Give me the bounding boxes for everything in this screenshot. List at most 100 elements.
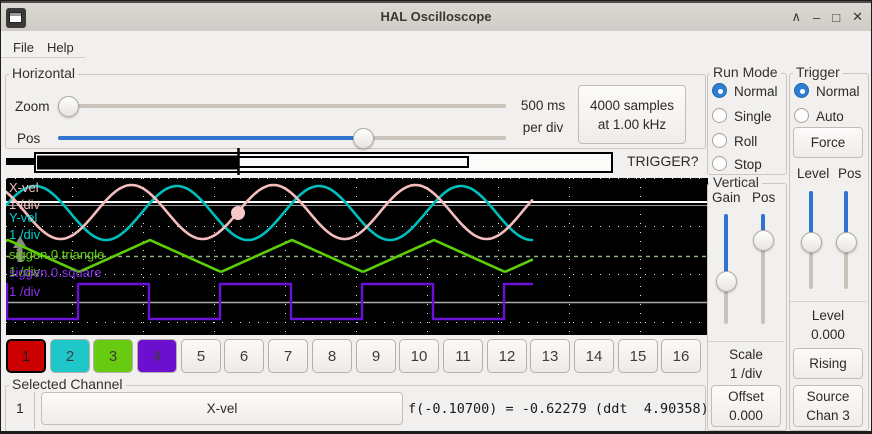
vertical-group-label: Vertical <box>710 175 762 190</box>
trigger-level-fill <box>809 191 813 243</box>
channel-button-14[interactable]: 14 <box>574 339 614 373</box>
app-icon[interactable] <box>6 8 26 28</box>
channel-button-9[interactable]: 9 <box>356 339 396 373</box>
trigger-level-handle[interactable] <box>801 232 822 253</box>
horizontal-group <box>5 74 706 149</box>
trigger-status-label: TRIGGER? <box>627 153 699 169</box>
offset-line1: Offset <box>728 389 764 404</box>
vertical-pos-fill <box>761 214 765 241</box>
record-position-bar <box>6 148 613 175</box>
scope-channel1-scale: 1 /div <box>9 197 41 212</box>
run-mode-group-label: Run Mode <box>710 65 781 80</box>
titlebar: HAL Oscilloscope ∧ – □ ✕ <box>1 1 871 31</box>
scope-channel4-name: siggen.0.square <box>9 265 102 280</box>
zoom-slider-label: Zoom <box>15 99 50 114</box>
trigger-source-line1: Source <box>806 389 850 404</box>
channel-button-10[interactable]: 10 <box>399 339 439 373</box>
vertical-pos-handle[interactable] <box>753 230 774 251</box>
channel-source-button[interactable]: X-vel <box>41 392 403 425</box>
channel-button-3[interactable]: 3 <box>93 339 133 373</box>
gain-slider-fill <box>724 214 728 282</box>
scale-label: Scale <box>729 347 763 362</box>
run-mode-label-roll[interactable]: Roll <box>734 134 758 149</box>
channel-button-15[interactable]: 15 <box>618 339 658 373</box>
trigger-level-readout-label: Level <box>811 308 845 323</box>
trigger-group-label: Trigger <box>793 65 843 80</box>
pos-slider-label: Pos <box>17 131 41 146</box>
close-icon[interactable]: ✕ <box>852 9 863 24</box>
vertical-pos-slider-label: Pos <box>752 190 776 205</box>
scope-channel2-name: Y-vel <box>9 210 38 225</box>
run-mode-label-normal[interactable]: Normal <box>734 84 778 99</box>
vertical-separator <box>708 341 784 342</box>
rate-line2: per div <box>522 120 564 135</box>
trigger-label-auto[interactable]: Auto <box>816 109 844 124</box>
selected-channel-separator <box>34 390 35 429</box>
run-mode-radio-normal[interactable] <box>712 83 727 98</box>
channel-button-11[interactable]: 11 <box>443 339 483 373</box>
trigger-pos-slider-label: Pos <box>838 166 862 181</box>
samples-line2: at 1.00 kHz <box>597 116 667 132</box>
trigger-separator <box>790 301 866 302</box>
zoom-slider-track[interactable] <box>58 104 506 108</box>
zoom-slider-handle[interactable] <box>58 96 79 117</box>
window-title: HAL Oscilloscope <box>380 9 492 24</box>
gain-slider-label: Gain <box>712 190 741 205</box>
scale-value: 1 /div <box>729 366 763 381</box>
trigger-edge-button[interactable]: Rising <box>793 348 863 379</box>
run-mode-radio-roll[interactable] <box>712 133 727 148</box>
record-length-button[interactable]: 4000 samples at 1.00 kHz <box>578 85 686 144</box>
minimize-icon[interactable]: – <box>813 9 821 25</box>
menu-help[interactable]: Help <box>47 40 74 55</box>
window-glyph-icon <box>9 12 22 23</box>
run-mode-label-single[interactable]: Single <box>734 109 772 124</box>
scope-channel1-name: X-vel <box>9 180 39 195</box>
scope-display <box>6 178 708 335</box>
rate-line1: 500 ms <box>520 98 566 113</box>
selected-channel-group <box>5 385 706 431</box>
samples-line1: 4000 samples <box>589 97 675 113</box>
channel-button-6[interactable]: 6 <box>224 339 264 373</box>
channel-button-4[interactable]: 4 <box>137 339 177 373</box>
window-controls: ∧ – □ ✕ <box>791 5 863 29</box>
record-pre-stub <box>6 158 35 165</box>
run-mode-radio-stop[interactable] <box>712 156 727 171</box>
menubar-underline <box>1 57 85 58</box>
offset-button[interactable]: Offset 0.000 <box>711 385 781 427</box>
sample-rate-readout: 500 ms per div <box>512 95 574 139</box>
channel-button-1[interactable]: 1 <box>6 339 46 373</box>
trigger-source-button[interactable]: Source Chan 3 <box>793 385 863 427</box>
pos-slider-handle[interactable] <box>353 128 374 149</box>
force-trigger-button[interactable]: Force <box>793 127 863 158</box>
channel-button-16[interactable]: 16 <box>661 339 701 373</box>
scope-channel3-scale: 1 /div <box>9 264 41 279</box>
maximize-icon[interactable]: □ <box>832 9 841 25</box>
channel-button-5[interactable]: 5 <box>181 339 221 373</box>
scope-channel2-scale: 1 /div <box>9 227 41 242</box>
trigger-pos-handle[interactable] <box>836 232 857 253</box>
channel-button-8[interactable]: 8 <box>312 339 352 373</box>
gain-slider-handle[interactable] <box>716 271 737 292</box>
trigger-source-line2: Chan 3 <box>806 408 850 423</box>
selected-channel-group-label: Selected Channel <box>9 377 126 392</box>
run-mode-label-stop[interactable]: Stop <box>734 157 762 172</box>
offset-line2: 0.000 <box>729 408 763 423</box>
selected-channel-number: 1 <box>16 400 24 416</box>
channel-button-7[interactable]: 7 <box>268 339 308 373</box>
trigger-radio-normal[interactable] <box>794 83 809 98</box>
record-acquired-fill <box>37 155 238 170</box>
horizontal-group-label: Horizontal <box>9 66 79 81</box>
channel-button-12[interactable]: 12 <box>487 339 527 373</box>
channel-button-13[interactable]: 13 <box>530 339 570 373</box>
menu-file[interactable]: File <box>13 40 34 55</box>
channel-button-2[interactable]: 2 <box>50 339 90 373</box>
shade-icon[interactable]: ∧ <box>791 9 801 24</box>
vertical-pos-track[interactable] <box>761 214 765 324</box>
pos-slider-fill <box>58 136 363 140</box>
channel-value-readout: f(-0.10700) = -0.62279 (ddt 4.90358) <box>408 401 709 417</box>
scope-channel4-scale: 1 /div <box>9 284 41 299</box>
trigger-label-normal[interactable]: Normal <box>816 84 860 99</box>
trigger-radio-auto[interactable] <box>794 108 809 123</box>
run-mode-radio-single[interactable] <box>712 108 727 123</box>
